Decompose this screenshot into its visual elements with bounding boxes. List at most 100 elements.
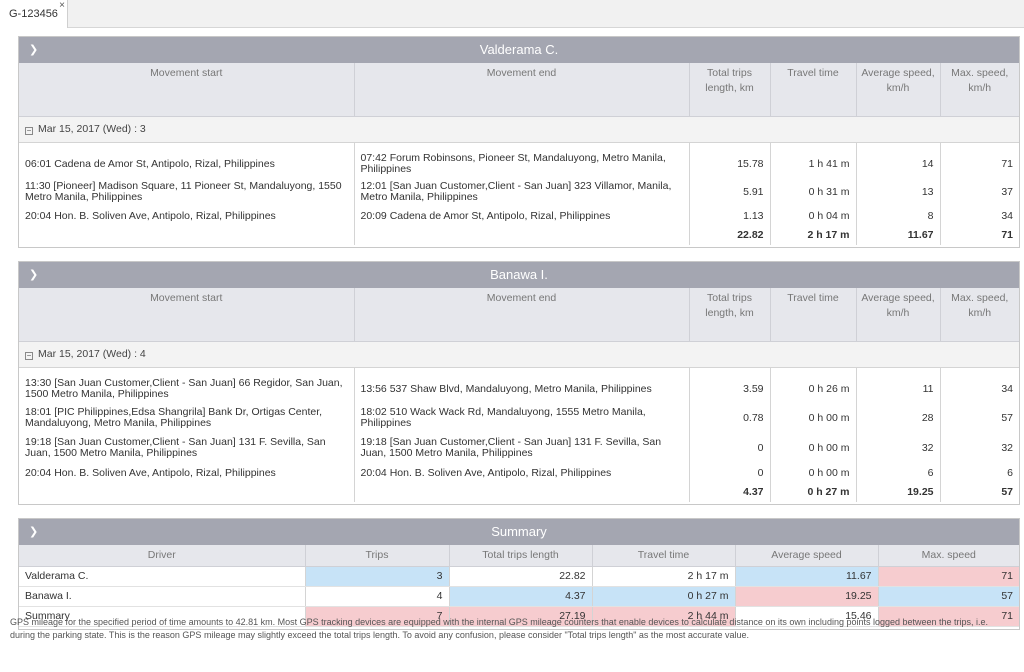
col-movement-end[interactable]: Movement end xyxy=(354,288,690,342)
movement-end-cell: 20:04 Hon. B. Soliven Ave, Antipolo, Riz… xyxy=(354,463,690,483)
length-cell: 1.13 xyxy=(689,206,771,226)
length-cell: 0.78 xyxy=(689,403,771,433)
max-speed-cell: 34 xyxy=(1001,209,1013,222)
avg-speed-cell: 6 xyxy=(856,463,941,483)
col-average-speed[interactable]: Average speed, km/h xyxy=(856,63,941,117)
avg-speed-cell: 14 xyxy=(856,150,941,178)
max-speed-cell: 57 xyxy=(1001,411,1013,424)
close-icon[interactable]: × xyxy=(59,0,65,11)
movement-start-cell: 13:30 [San Juan Customer,Client - San Ju… xyxy=(19,375,355,403)
chevron-down-icon[interactable]: ❯ xyxy=(29,269,39,281)
avg-speed-cell: 8 xyxy=(856,206,941,226)
tab-report[interactable]: G-123456 × xyxy=(0,0,68,28)
tab-label: G-123456 xyxy=(9,8,58,20)
table-row: 13:30 [San Juan Customer,Client - San Ju… xyxy=(19,375,1019,403)
time-cell: 0 h 26 m xyxy=(770,375,857,403)
panel-header[interactable]: ❯ Banawa I. xyxy=(19,262,1019,288)
driver-panel-valderama: ❯ Valderama C. Movement start Movement e… xyxy=(18,36,1020,248)
time-cell: 2 h 44 m xyxy=(592,606,736,627)
panel-header[interactable]: ❯ Summary xyxy=(19,519,1019,545)
col-movement-start[interactable]: Movement start xyxy=(19,63,355,117)
driver-panel-banawa: ❯ Banawa I. Movement start Movement end … xyxy=(18,261,1020,505)
driver-cell: Valderama C. xyxy=(19,566,306,587)
total-time: 0 h 27 m xyxy=(770,483,857,502)
trips-table: Movement start Movement end Total trips … xyxy=(19,63,1019,245)
avg-speed-cell: 11.67 xyxy=(735,566,879,587)
max-speed-cell: 34 xyxy=(1001,382,1013,395)
col-average-speed[interactable]: Average speed xyxy=(735,545,879,567)
total-time: 2 h 17 m xyxy=(770,226,857,245)
movement-start-cell: 20:04 Hon. B. Soliven Ave, Antipolo, Riz… xyxy=(19,463,355,483)
panel-header[interactable]: ❯ Valderama C. xyxy=(19,37,1019,63)
trips-cell: 4 xyxy=(305,586,450,607)
movement-end-cell: 13:56 537 Shaw Blvd, Mandaluyong, Metro … xyxy=(354,375,690,403)
gps-mileage-note: GPS mileage for the specified period of … xyxy=(10,617,989,640)
col-max-speed[interactable]: Max. speed, km/h xyxy=(940,288,1019,342)
trips-cell: 7 xyxy=(305,606,450,627)
col-average-speed[interactable]: Average speed, km/h xyxy=(856,288,941,342)
movement-end-cell: 19:18 [San Juan Customer,Client - San Ju… xyxy=(354,433,690,463)
minus-box-icon[interactable]: − xyxy=(25,125,33,135)
summary-panel: ❯ Summary Driver Trips Total trips lengt… xyxy=(18,518,1020,630)
length-cell: 3.59 xyxy=(689,375,771,403)
total-avg-speed: 11.67 xyxy=(856,226,941,245)
table-row: 18:01 [PIC Philippines,Edsa Shangrila] B… xyxy=(19,403,1019,433)
avg-speed-cell: 28 xyxy=(856,403,941,433)
col-total-length[interactable]: Total trips length, km xyxy=(689,63,771,117)
time-cell: 2 h 17 m xyxy=(592,566,736,587)
time-cell: 0 h 04 m xyxy=(770,206,857,226)
time-cell: 0 h 00 m xyxy=(770,463,857,483)
time-cell: 0 h 00 m xyxy=(770,403,857,433)
movement-start-cell: 19:18 [San Juan Customer,Client - San Ju… xyxy=(19,433,355,463)
total-row: 4.37 0 h 27 m 19.25 57 xyxy=(19,483,1019,502)
chevron-down-icon[interactable]: ❯ xyxy=(29,44,39,56)
col-total-length[interactable]: Total trips length xyxy=(449,545,593,567)
summary-row: Banawa I. 4 4.37 0 h 27 m 19.25 57 xyxy=(19,586,1019,607)
col-movement-start[interactable]: Movement start xyxy=(19,288,355,342)
total-max-speed: 71 xyxy=(1001,229,1013,241)
max-speed-cell: 32 xyxy=(1001,441,1013,454)
report-content: ❯ Valderama C. Movement start Movement e… xyxy=(18,28,1020,672)
driver-name: Banawa I. xyxy=(490,267,548,282)
group-row[interactable]: − Mar 15, 2017 (Wed) : 4 xyxy=(19,341,1019,368)
table-row: 11:30 [Pioneer] Madison Square, 11 Pione… xyxy=(19,178,1019,206)
max-speed-cell: 6 xyxy=(1007,466,1013,479)
col-max-speed[interactable]: Max. speed xyxy=(878,545,1019,567)
driver-name: Valderama C. xyxy=(479,42,559,57)
col-travel-time[interactable]: Travel time xyxy=(770,288,857,342)
minus-box-icon[interactable]: − xyxy=(25,350,33,360)
table-row: 20:04 Hon. B. Soliven Ave, Antipolo, Riz… xyxy=(19,463,1019,483)
time-cell: 0 h 31 m xyxy=(770,178,857,206)
col-travel-time[interactable]: Travel time xyxy=(592,545,736,567)
group-row[interactable]: − Mar 15, 2017 (Wed) : 3 xyxy=(19,116,1019,143)
length-cell: 22.82 xyxy=(449,566,593,587)
total-length: 22.82 xyxy=(689,226,771,245)
avg-speed-cell: 15.46 xyxy=(735,606,879,627)
group-label: Mar 15, 2017 (Wed) : 4 xyxy=(38,347,146,360)
avg-speed-cell: 19.25 xyxy=(735,586,879,607)
total-max-speed: 57 xyxy=(1001,486,1013,498)
length-cell: 4.37 xyxy=(449,586,593,607)
col-trips[interactable]: Trips xyxy=(305,545,450,567)
movement-end-cell: 18:02 510 Wack Wack Rd, Mandaluyong, 155… xyxy=(354,403,690,433)
movement-start-cell: 20:04 Hon. B. Soliven Ave, Antipolo, Riz… xyxy=(19,206,355,226)
col-total-length[interactable]: Total trips length, km xyxy=(689,288,771,342)
movement-end-cell: 12:01 [San Juan Customer,Client - San Ju… xyxy=(354,178,690,206)
chevron-down-icon[interactable]: ❯ xyxy=(29,526,39,538)
time-cell: 0 h 00 m xyxy=(770,433,857,463)
max-speed-cell: 71 xyxy=(878,606,1019,627)
time-cell: 1 h 41 m xyxy=(770,150,857,178)
group-label: Mar 15, 2017 (Wed) : 3 xyxy=(38,122,146,135)
col-driver[interactable]: Driver xyxy=(19,545,306,567)
col-travel-time[interactable]: Travel time xyxy=(770,63,857,117)
table-row: 19:18 [San Juan Customer,Client - San Ju… xyxy=(19,433,1019,463)
max-speed-cell: 57 xyxy=(878,586,1019,607)
max-speed-cell: 37 xyxy=(1001,185,1013,198)
col-max-speed[interactable]: Max. speed, km/h xyxy=(940,63,1019,117)
avg-speed-cell: 13 xyxy=(856,178,941,206)
total-length: 4.37 xyxy=(689,483,771,502)
driver-cell: Summary xyxy=(19,606,306,627)
col-movement-end[interactable]: Movement end xyxy=(354,63,690,117)
driver-cell: Banawa I. xyxy=(19,586,306,607)
movement-end-cell: 07:42 Forum Robinsons, Pioneer St, Manda… xyxy=(354,150,690,178)
